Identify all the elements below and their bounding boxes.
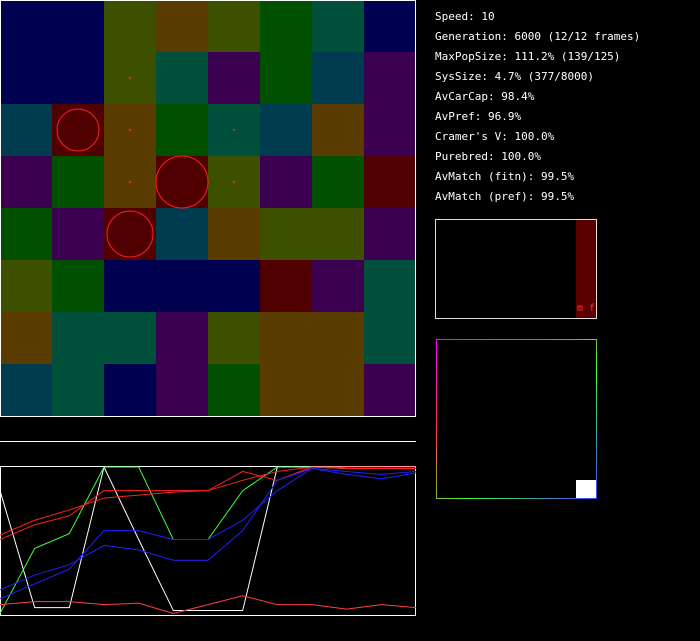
- map-cell: [0, 104, 52, 156]
- map-cell: [104, 260, 156, 312]
- map-cell: [312, 104, 364, 156]
- plot-border: [0, 466, 416, 616]
- pref-label: m f: [577, 303, 595, 314]
- map-cell: [208, 260, 260, 312]
- map-cell: [156, 208, 208, 260]
- plot-line: [0, 467, 417, 600]
- stat-line: Generation: 6000 (12/12 frames): [435, 30, 640, 43]
- pref-bar: [576, 220, 596, 318]
- stat-line: AvCarCap: 98.4%: [435, 90, 535, 103]
- map-cell: [208, 312, 260, 364]
- map-cell: [260, 52, 312, 104]
- map-cell: [364, 208, 416, 260]
- agent-dot: [129, 77, 131, 79]
- map-cell: [52, 156, 104, 208]
- pref-box: [435, 219, 597, 319]
- stat-line: AvMatch (fitn): 99.5%: [435, 170, 574, 183]
- stat-line: SysSize: 4.7% (377/8000): [435, 70, 594, 83]
- agent-dot: [233, 129, 235, 131]
- map-cell: [364, 0, 416, 52]
- map-cell: [156, 52, 208, 104]
- map-cell: [156, 104, 208, 156]
- map-cell: [364, 52, 416, 104]
- map-cell: [0, 52, 52, 104]
- map-cell: [104, 312, 156, 364]
- map-cell: [260, 0, 312, 52]
- map-cell: [0, 0, 52, 52]
- map-cell: [156, 364, 208, 416]
- map-cell: [260, 312, 312, 364]
- map-cell: [260, 208, 312, 260]
- population-blob: [155, 155, 209, 209]
- map-cell: [52, 260, 104, 312]
- map-cell: [52, 52, 104, 104]
- plot-line: [0, 467, 417, 591]
- match-box: [436, 339, 597, 499]
- stat-line: Purebred: 100.0%: [435, 150, 541, 163]
- stats-panel: Speed: 10 Generation: 6000 (12/12 frames)…: [435, 10, 640, 203]
- map-cell: [104, 0, 156, 52]
- map-cell: [364, 104, 416, 156]
- map-border: [0, 0, 416, 417]
- plot-line: [0, 466, 416, 536]
- map-cell: [156, 312, 208, 364]
- map-cell: [260, 104, 312, 156]
- map-cell: [260, 364, 312, 416]
- population-blob: [106, 210, 154, 258]
- map-cell: [208, 364, 260, 416]
- plot-line: [0, 595, 417, 615]
- map-cell: [364, 364, 416, 416]
- map-cell: [156, 260, 208, 312]
- map-cell: [208, 0, 260, 52]
- map-cell: [0, 260, 52, 312]
- stat-line: AvMatch (pref): 99.5%: [435, 190, 574, 203]
- map-cell: [312, 52, 364, 104]
- map-cell: [312, 156, 364, 208]
- map-cell: [312, 312, 364, 364]
- agent-dot: [129, 129, 131, 131]
- map-cell: [312, 260, 364, 312]
- match-cell: [576, 480, 596, 498]
- stat-line: MaxPopSize: 111.2% (139/125): [435, 50, 620, 63]
- map-cell: [104, 364, 156, 416]
- map-cell: [312, 0, 364, 52]
- map-cell: [312, 364, 364, 416]
- world-map: [0, 0, 416, 416]
- population-blob: [56, 108, 100, 152]
- map-cell: [52, 0, 104, 52]
- agent-dot: [129, 181, 131, 183]
- map-cell: [0, 156, 52, 208]
- map-cell: [208, 208, 260, 260]
- map-cell: [260, 260, 312, 312]
- map-cell: [52, 312, 104, 364]
- map-cell: [208, 52, 260, 104]
- map-cell: [364, 156, 416, 208]
- stat-line: Speed: 10: [435, 10, 495, 23]
- map-cell: [364, 260, 416, 312]
- map-cell: [260, 156, 312, 208]
- map-cell: [0, 208, 52, 260]
- history-plot: [0, 465, 417, 615]
- agent-dot: [233, 181, 235, 183]
- map-cell: [0, 364, 52, 416]
- map-cell: [364, 312, 416, 364]
- map-cell: [52, 208, 104, 260]
- map-cell: [0, 312, 52, 364]
- map-cell: [52, 364, 104, 416]
- map-cell: [312, 208, 364, 260]
- stat-line: AvPref: 96.9%: [435, 110, 521, 123]
- map-cell: [156, 0, 208, 52]
- stat-line: Cramer's V: 100.0%: [435, 130, 555, 143]
